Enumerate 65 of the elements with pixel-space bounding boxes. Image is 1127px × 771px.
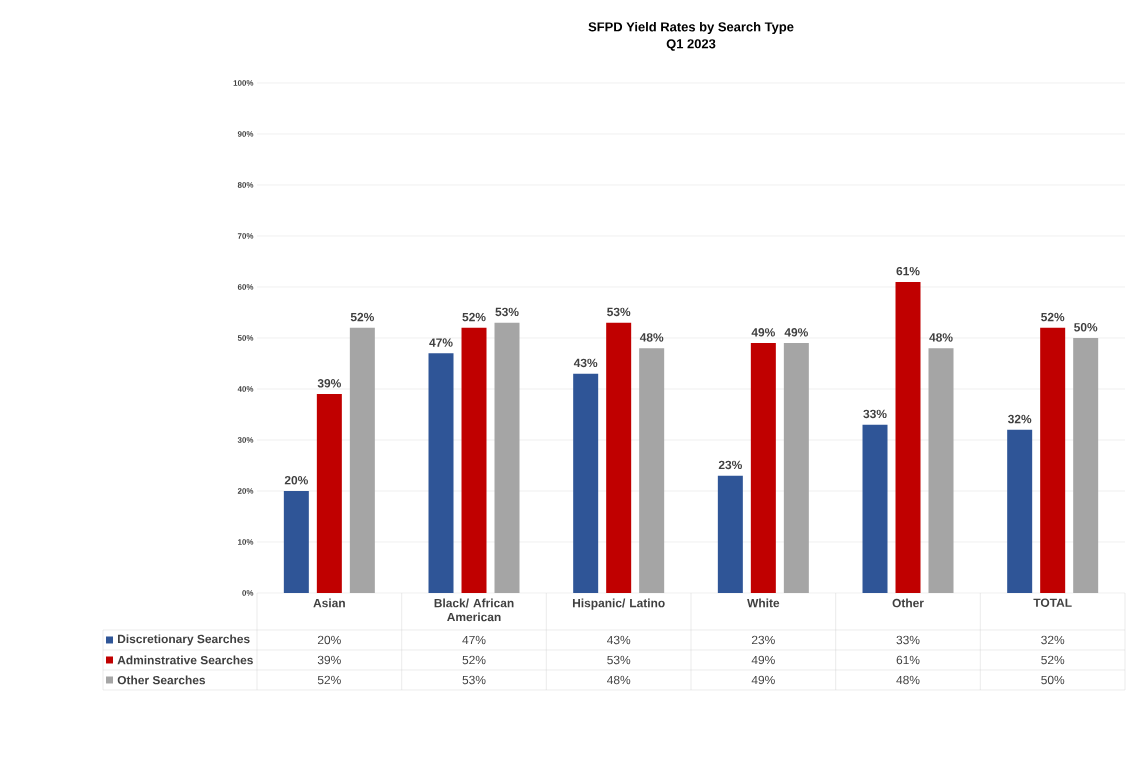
legend-label: Discretionary Searches bbox=[118, 634, 250, 646]
legend-label: Adminstrative Searches bbox=[117, 655, 253, 665]
data-label: 32% bbox=[1041, 635, 1065, 645]
bar bbox=[895, 281, 921, 593]
text: 61% bbox=[896, 266, 920, 276]
text: 47% bbox=[429, 338, 453, 347]
x-tick-label: Asian bbox=[313, 598, 345, 608]
x-tick-label: Other bbox=[892, 598, 924, 608]
data-label: 52% bbox=[317, 675, 341, 685]
x-tick-label: White bbox=[747, 598, 780, 608]
text: 43% bbox=[573, 358, 598, 368]
chart-title: SFPD Yield Rates by Search Type bbox=[588, 21, 794, 35]
legend-label: Other Searches bbox=[117, 675, 206, 685]
x-tick-label: TOTAL bbox=[1033, 598, 1072, 607]
data-label: 52% bbox=[462, 655, 486, 665]
bar bbox=[750, 343, 776, 593]
bar bbox=[717, 475, 743, 593]
data-label: 48% bbox=[607, 675, 631, 685]
bar bbox=[283, 490, 309, 593]
text: 52% bbox=[1041, 312, 1065, 322]
data-label: 39% bbox=[317, 655, 341, 665]
text: 32% bbox=[1008, 414, 1032, 424]
data-label: 50% bbox=[1041, 675, 1065, 685]
data-label: 49% bbox=[751, 675, 775, 685]
bar bbox=[316, 394, 342, 593]
text: 49% bbox=[784, 328, 808, 337]
data-label: 49% bbox=[751, 655, 775, 665]
text: 23% bbox=[718, 460, 742, 470]
text: 50% bbox=[1074, 323, 1098, 332]
bar bbox=[573, 373, 599, 593]
text: 48% bbox=[929, 333, 953, 342]
data-label: 52% bbox=[1041, 655, 1065, 665]
text: 33% bbox=[863, 409, 887, 419]
bar bbox=[783, 343, 809, 593]
bar bbox=[639, 348, 665, 593]
bar bbox=[1007, 429, 1033, 593]
data-label: 48% bbox=[896, 675, 920, 685]
data-label: 20% bbox=[317, 635, 341, 645]
data-label: 61% bbox=[896, 655, 920, 665]
data-label: 33% bbox=[896, 635, 920, 645]
bar bbox=[1040, 327, 1066, 593]
text: 53% bbox=[495, 307, 519, 317]
data-label: 23% bbox=[751, 635, 775, 645]
bar bbox=[428, 353, 454, 593]
bar bbox=[862, 424, 888, 593]
bar bbox=[349, 327, 375, 593]
x-tick-label: Black/ African American bbox=[434, 598, 514, 622]
data-label: 47% bbox=[462, 635, 486, 645]
text: 20% bbox=[284, 476, 308, 485]
bar bbox=[461, 327, 487, 593]
data-label: 43% bbox=[607, 635, 631, 645]
bar bbox=[494, 322, 520, 593]
text: 39% bbox=[317, 379, 341, 388]
bar bbox=[1073, 337, 1099, 593]
text: 49% bbox=[751, 328, 775, 337]
text: 48% bbox=[639, 333, 664, 342]
bar bbox=[606, 322, 632, 593]
text: 53% bbox=[607, 307, 631, 317]
data-label: 53% bbox=[462, 675, 486, 685]
x-tick-label: Hispanic/ Latino bbox=[572, 598, 665, 610]
bar bbox=[928, 348, 954, 593]
data-label: 53% bbox=[607, 655, 631, 665]
chart-subtitle: Q1 2023 bbox=[666, 39, 716, 51]
text: 52% bbox=[462, 312, 486, 322]
text: 52% bbox=[350, 312, 374, 322]
